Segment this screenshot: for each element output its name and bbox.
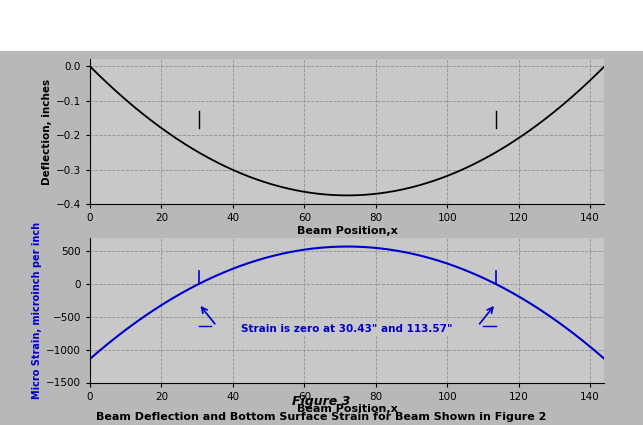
Text: Figure 3: Figure 3 bbox=[293, 395, 350, 408]
Y-axis label: Deflection, inches: Deflection, inches bbox=[42, 79, 51, 185]
X-axis label: Beam Position,x: Beam Position,x bbox=[297, 404, 397, 414]
Y-axis label: Micro Strain, microinch per inch: Micro Strain, microinch per inch bbox=[32, 222, 42, 399]
Text: Beam Deflection and Bottom Surface Strain for Beam Shown in Figure 2: Beam Deflection and Bottom Surface Strai… bbox=[96, 411, 547, 422]
X-axis label: Beam Position,x: Beam Position,x bbox=[297, 226, 397, 236]
Text: Strain is zero at 30.43" and 113.57": Strain is zero at 30.43" and 113.57" bbox=[242, 324, 453, 334]
